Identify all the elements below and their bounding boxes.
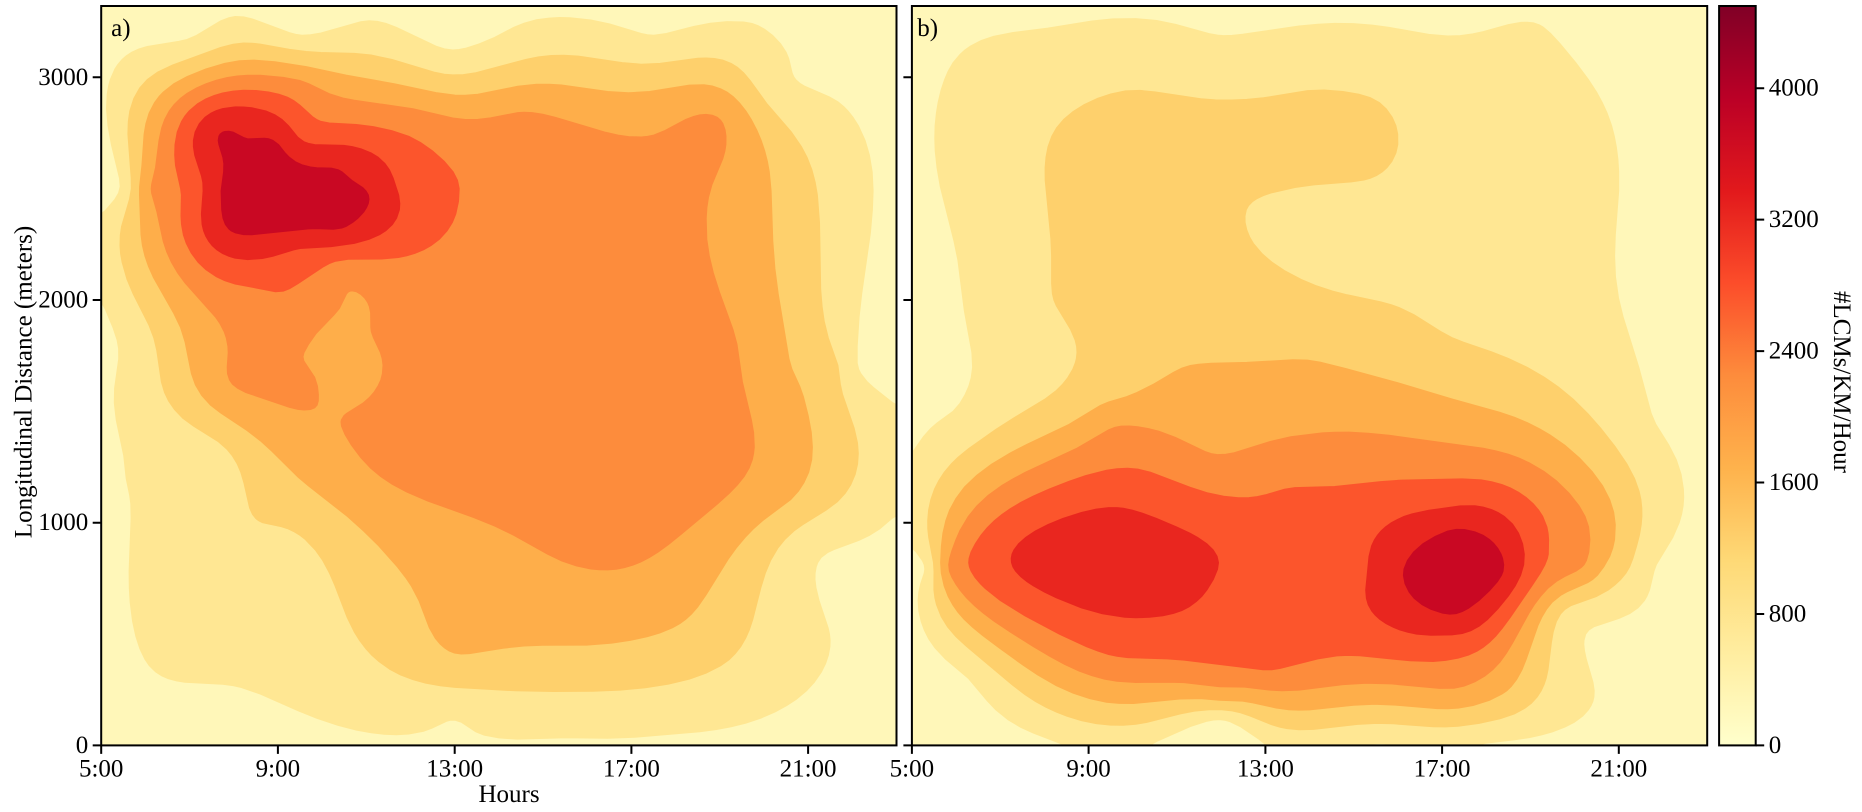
svg-text:2000: 2000 — [38, 287, 88, 314]
svg-text:1000: 1000 — [38, 509, 88, 536]
svg-text:17:00: 17:00 — [603, 756, 660, 783]
svg-text:5:00: 5:00 — [79, 756, 123, 783]
svg-text:a): a) — [111, 15, 130, 42]
svg-text:13:00: 13:00 — [426, 756, 483, 783]
svg-text:3000: 3000 — [38, 64, 88, 91]
svg-text:13:00: 13:00 — [1237, 756, 1294, 783]
svg-text:0: 0 — [76, 732, 89, 759]
svg-text:21:00: 21:00 — [780, 756, 837, 783]
svg-text:4000: 4000 — [1769, 75, 1819, 102]
svg-text:Longitudinal Distance (meters): Longitudinal Distance (meters) — [11, 226, 38, 538]
svg-text:3200: 3200 — [1769, 206, 1819, 233]
svg-text:b): b) — [917, 15, 938, 42]
svg-text:0: 0 — [1769, 732, 1782, 759]
svg-text:9:00: 9:00 — [1066, 756, 1110, 783]
svg-text:Hours: Hours — [478, 781, 539, 808]
svg-text:5:00: 5:00 — [890, 756, 934, 783]
svg-text:9:00: 9:00 — [256, 756, 300, 783]
svg-text:21:00: 21:00 — [1590, 756, 1647, 783]
svg-text:#LCMs/KM/Hour: #LCMs/KM/Hour — [1828, 291, 1855, 474]
svg-text:1600: 1600 — [1769, 469, 1819, 496]
svg-text:2400: 2400 — [1769, 338, 1819, 365]
svg-text:800: 800 — [1769, 601, 1807, 628]
svg-text:17:00: 17:00 — [1414, 756, 1471, 783]
